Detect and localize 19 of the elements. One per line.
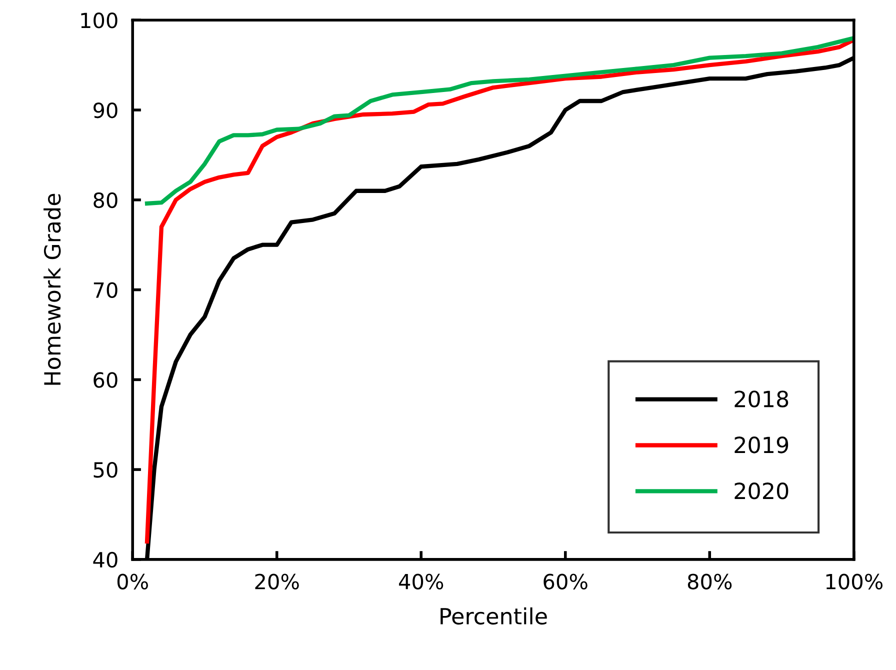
x-tick-label: 0% [117,574,148,590]
y-tick-label: 40 [93,552,118,568]
legend-label: 2018 [734,390,788,408]
y-tick-label: 80 [94,192,118,208]
y-tick-label: 50 [94,462,118,478]
x-tick-label: 100% [826,574,883,590]
legend-label: 2020 [734,482,788,500]
x-tick-label: 60% [544,574,588,590]
y-tick-label: 90 [94,102,118,118]
legend-label: 2019 [734,436,788,454]
y-axis-title: Homework Grade [44,194,61,385]
y-tick-label: 60 [94,372,118,388]
line-series [144,36,854,206]
x-tick-label: 40% [398,574,444,590]
x-axis-title: Percentile [440,607,547,625]
x-tick-label: 20% [255,574,299,590]
y-tick-label: 70 [94,282,118,298]
x-tick-label: 80% [688,574,732,590]
y-tick-label: 100 [81,12,118,28]
